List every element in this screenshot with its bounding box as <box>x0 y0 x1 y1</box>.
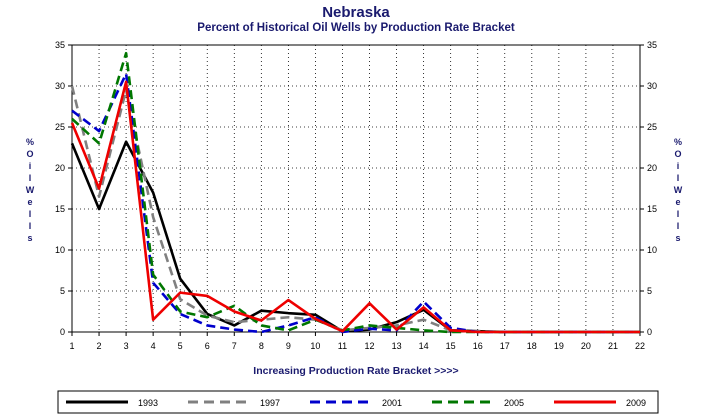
y-tick-label-left: 25 <box>55 122 65 132</box>
y-axis-label-char: e <box>675 197 680 207</box>
y-tick-label-left: 15 <box>55 204 65 214</box>
x-tick-label: 19 <box>554 341 564 351</box>
plot-frame <box>71 44 641 333</box>
y-axis-label-char: W <box>26 185 35 195</box>
y-tick-label-right: 25 <box>647 122 657 132</box>
x-tick-label: 8 <box>259 341 264 351</box>
x-tick-label: 16 <box>473 341 483 351</box>
x-tick-label: 21 <box>608 341 618 351</box>
y-axis-label-char: i <box>29 161 32 171</box>
y-axis-label-char: W <box>674 185 683 195</box>
x-tick-label: 11 <box>338 341 347 351</box>
series-line-1993 <box>70 140 640 334</box>
y-axis-label-char: l <box>677 221 680 231</box>
y-tick-label-right: 0 <box>647 327 652 337</box>
x-tick-label: 7 <box>232 341 237 351</box>
x-tick-label: 13 <box>392 341 402 351</box>
legend-label-1997: 1997 <box>260 398 280 408</box>
x-tick-label: 20 <box>581 341 591 351</box>
x-tick-label: 17 <box>500 341 510 351</box>
legend: 1993 1997 2001 2005 2009 <box>66 398 646 408</box>
chart-title: Nebraska <box>322 4 390 21</box>
legend-box <box>57 390 659 414</box>
y-tick-label-right: 30 <box>647 81 657 91</box>
y-axis-label-char: l <box>29 173 32 183</box>
y-tick-label-right: 10 <box>647 245 657 255</box>
x-tick-label: 12 <box>365 341 375 351</box>
y-tick-label-right: 35 <box>647 40 657 50</box>
grid-lines <box>72 45 640 332</box>
y-axis-label-char: l <box>677 209 680 219</box>
x-tick-label: 14 <box>419 341 429 351</box>
x-tick-label: 4 <box>151 341 156 351</box>
y-tick-label-left: 10 <box>55 245 65 255</box>
x-tick-label: 18 <box>527 341 537 351</box>
y-axis-label-char: O <box>674 149 681 159</box>
chart-subtitle: Percent of Historical Oil Wells by Produ… <box>197 22 515 34</box>
y-tick-label-right: 20 <box>647 163 657 173</box>
x-tick-label: 2 <box>97 341 102 351</box>
legend-label-1993: 1993 <box>138 398 158 408</box>
x-tick-label: 6 <box>205 341 210 351</box>
series-line-2009 <box>70 80 640 334</box>
axes: 1 2 3 4 5 6 7 8 9 10 11 12 13 14 15 16 17 18 19 20 21 220 05 51… <box>55 40 657 351</box>
y-axis-label-char: % <box>26 137 34 147</box>
y-tick-label-left: 5 <box>60 286 65 296</box>
y-axis-label-char: l <box>29 209 32 219</box>
y-tick-label-right: 5 <box>647 286 652 296</box>
y-tick-label-left: 20 <box>55 163 65 173</box>
legend-label-2009: 2009 <box>626 398 646 408</box>
x-tick-label: 5 <box>178 341 183 351</box>
y-axis-label-char: % <box>674 137 682 147</box>
y-axis-label-char: i <box>677 161 680 171</box>
y-tick-label-left: 0 <box>60 327 65 337</box>
x-tick-label: 15 <box>446 341 456 351</box>
x-tick-label: 10 <box>310 341 320 351</box>
y-axis-label-char: l <box>29 221 32 231</box>
y-axis-label-char: e <box>27 197 32 207</box>
y-axis-label-char: s <box>27 233 32 243</box>
x-tick-label: 3 <box>124 341 129 351</box>
y-tick-label-left: 35 <box>55 40 65 50</box>
x-axis-label: Increasing Production Rate Bracket >>>> <box>253 365 458 377</box>
y-axis-label-char: l <box>677 173 680 183</box>
series-lines <box>70 51 640 334</box>
y-axis-label-char: O <box>26 149 33 159</box>
series-line-2005 <box>71 51 640 334</box>
legend-label-2001: 2001 <box>382 398 402 408</box>
y-axis-label-char: s <box>675 233 680 243</box>
y-tick-label-left: 30 <box>55 81 65 91</box>
x-tick-label: 9 <box>286 341 291 351</box>
x-tick-label: 22 <box>635 341 645 351</box>
legend-label-2005: 2005 <box>504 398 524 408</box>
y-tick-label-right: 15 <box>647 204 657 214</box>
x-tick-label: 1 <box>69 341 74 351</box>
